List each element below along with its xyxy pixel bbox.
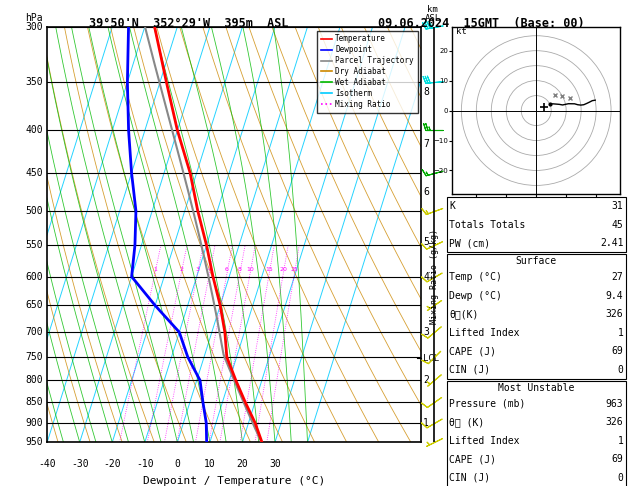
Text: Lifted Index: Lifted Index bbox=[449, 436, 520, 446]
Text: 20: 20 bbox=[279, 266, 287, 272]
Text: 326: 326 bbox=[606, 417, 623, 427]
Text: 1: 1 bbox=[153, 266, 157, 272]
Text: 4: 4 bbox=[208, 266, 211, 272]
Text: 7: 7 bbox=[423, 139, 429, 149]
Text: PW (cm): PW (cm) bbox=[449, 238, 490, 248]
Text: CAPE (J): CAPE (J) bbox=[449, 346, 496, 356]
Text: 30: 30 bbox=[269, 459, 281, 469]
Text: 300: 300 bbox=[26, 22, 43, 32]
Text: 10: 10 bbox=[204, 459, 216, 469]
Text: 8: 8 bbox=[238, 266, 242, 272]
Text: 2.41: 2.41 bbox=[600, 238, 623, 248]
Text: 39°50'N  352°29'W  395m  ASL: 39°50'N 352°29'W 395m ASL bbox=[89, 17, 289, 30]
Text: Temp (°C): Temp (°C) bbox=[449, 272, 502, 282]
Text: LCL: LCL bbox=[423, 354, 440, 363]
Text: 3: 3 bbox=[196, 266, 199, 272]
Text: 0: 0 bbox=[618, 473, 623, 483]
Text: 750: 750 bbox=[26, 352, 43, 362]
Text: 850: 850 bbox=[26, 397, 43, 407]
Text: 600: 600 bbox=[26, 272, 43, 281]
Text: 450: 450 bbox=[26, 168, 43, 178]
Text: CIN (J): CIN (J) bbox=[449, 473, 490, 483]
Text: 550: 550 bbox=[26, 240, 43, 250]
Text: Mixing Ratio (g/kg): Mixing Ratio (g/kg) bbox=[430, 228, 438, 324]
Text: Dewp (°C): Dewp (°C) bbox=[449, 291, 502, 301]
Text: 350: 350 bbox=[26, 77, 43, 87]
Text: Dewpoint / Temperature (°C): Dewpoint / Temperature (°C) bbox=[143, 475, 325, 486]
Text: CAPE (J): CAPE (J) bbox=[449, 454, 496, 464]
Text: -40: -40 bbox=[38, 459, 56, 469]
Text: 0: 0 bbox=[174, 459, 181, 469]
Text: 800: 800 bbox=[26, 375, 43, 385]
Text: 650: 650 bbox=[26, 300, 43, 311]
Text: θᴄ(K): θᴄ(K) bbox=[449, 309, 479, 319]
Text: 6: 6 bbox=[423, 188, 429, 197]
Text: 1: 1 bbox=[618, 328, 623, 338]
Text: hPa: hPa bbox=[25, 13, 42, 22]
Text: 2: 2 bbox=[179, 266, 183, 272]
Text: -30: -30 bbox=[71, 459, 89, 469]
Text: 900: 900 bbox=[26, 418, 43, 428]
Text: 2: 2 bbox=[423, 375, 429, 385]
Text: θᴄ (K): θᴄ (K) bbox=[449, 417, 484, 427]
Text: km
ASL: km ASL bbox=[425, 4, 441, 22]
Text: 9.4: 9.4 bbox=[606, 291, 623, 301]
Text: 45: 45 bbox=[611, 220, 623, 229]
Text: Totals Totals: Totals Totals bbox=[449, 220, 525, 229]
Text: 1: 1 bbox=[423, 418, 429, 428]
Text: -10: -10 bbox=[136, 459, 153, 469]
Text: 950: 950 bbox=[26, 437, 43, 447]
Text: 27: 27 bbox=[611, 272, 623, 282]
Text: 15: 15 bbox=[265, 266, 273, 272]
Text: 20: 20 bbox=[237, 459, 248, 469]
Text: 69: 69 bbox=[611, 346, 623, 356]
Text: 0: 0 bbox=[618, 364, 623, 375]
Text: Most Unstable: Most Unstable bbox=[498, 382, 574, 393]
Text: Surface: Surface bbox=[516, 256, 557, 266]
Text: 09.06.2024  15GMT  (Base: 00): 09.06.2024 15GMT (Base: 00) bbox=[378, 17, 584, 30]
Text: 3: 3 bbox=[423, 327, 429, 337]
Text: 6: 6 bbox=[225, 266, 229, 272]
Text: CIN (J): CIN (J) bbox=[449, 364, 490, 375]
Text: 5: 5 bbox=[423, 237, 429, 247]
Text: K: K bbox=[449, 201, 455, 211]
Text: 69: 69 bbox=[611, 454, 623, 464]
Text: 10: 10 bbox=[246, 266, 254, 272]
Text: Pressure (mb): Pressure (mb) bbox=[449, 399, 525, 409]
Text: 400: 400 bbox=[26, 125, 43, 136]
Text: 1: 1 bbox=[618, 436, 623, 446]
Text: 963: 963 bbox=[606, 399, 623, 409]
Legend: Temperature, Dewpoint, Parcel Trajectory, Dry Adiabat, Wet Adiabat, Isotherm, Mi: Temperature, Dewpoint, Parcel Trajectory… bbox=[317, 31, 418, 113]
Text: 700: 700 bbox=[26, 327, 43, 337]
Text: 500: 500 bbox=[26, 206, 43, 216]
Text: 326: 326 bbox=[606, 309, 623, 319]
Text: kt: kt bbox=[456, 27, 467, 36]
Text: Lifted Index: Lifted Index bbox=[449, 328, 520, 338]
Text: -20: -20 bbox=[103, 459, 121, 469]
Text: 4: 4 bbox=[423, 272, 429, 281]
Text: 25: 25 bbox=[291, 266, 298, 272]
Text: 8: 8 bbox=[423, 87, 429, 98]
Text: 31: 31 bbox=[611, 201, 623, 211]
